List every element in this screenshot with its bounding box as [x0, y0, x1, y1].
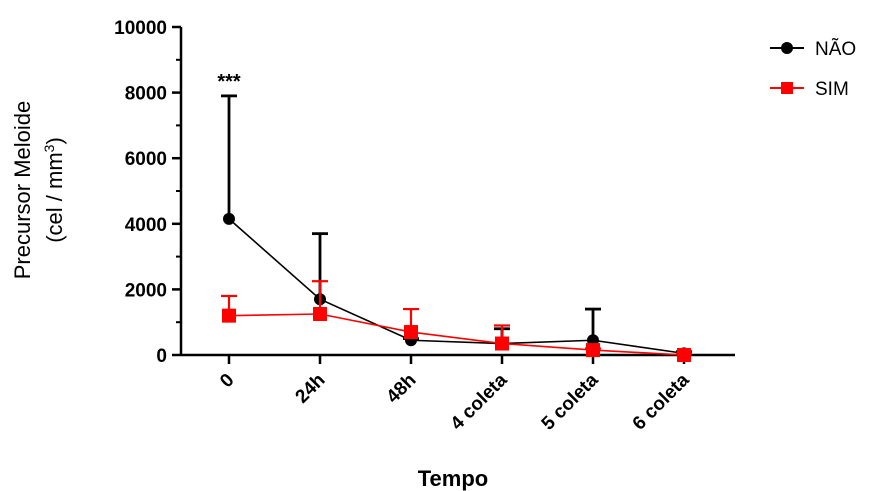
x-tick-label: 48h	[383, 370, 421, 408]
data-point	[222, 308, 236, 323]
data-point	[313, 307, 327, 321]
x-tick-label: 24h	[292, 370, 330, 408]
series-line	[228, 313, 685, 356]
data-point	[586, 343, 600, 358]
y-tick-label: 8000	[125, 84, 167, 105]
x-tick-label: 5 coleta	[538, 369, 603, 434]
legend-item-sim: SIM	[770, 79, 849, 100]
y-tick-label: 2000	[125, 280, 167, 301]
y-axis-title-close: )	[42, 137, 67, 144]
legend-marker-sim	[781, 82, 793, 94]
series-line	[228, 218, 685, 355]
legend: NÃO SIM	[770, 38, 856, 100]
series-nao	[221, 94, 692, 360]
x-tick-label: 4 coleta	[447, 369, 512, 434]
y-tick-label: 0	[156, 346, 167, 367]
series-sim	[221, 280, 692, 362]
y-axis-title-superscript: 3	[41, 144, 57, 152]
significance-annotation: ***	[217, 71, 241, 93]
y-axis-title-line1: Precursor Meloide	[10, 101, 35, 280]
legend-label-sim: SIM	[815, 79, 849, 100]
y-tick-label: 10000	[114, 18, 167, 39]
x-tick-label: 0	[216, 370, 238, 392]
y-tick-label: 4000	[125, 215, 167, 236]
legend-label-nao: NÃO	[815, 38, 856, 60]
y-ticks: 0 2000 4000 6000 8000 10000	[114, 18, 181, 367]
x-tick-label: 6 coleta	[629, 369, 694, 434]
data-point	[677, 348, 691, 362]
y-tick-label: 6000	[125, 149, 167, 170]
y-axis-title-line2: (cel / mm3)	[41, 137, 67, 243]
data-point	[223, 212, 235, 225]
x-ticks: 0 24h 48h 4 coleta 5 coleta 6 coleta	[216, 355, 694, 435]
data-point	[404, 325, 418, 340]
data-point	[495, 336, 509, 351]
plot-area	[221, 94, 692, 362]
legend-marker-nao	[781, 42, 793, 54]
x-axis-title: Tempo	[418, 466, 488, 491]
y-axis-title-unit: (cel / mm	[42, 152, 67, 242]
legend-item-nao: NÃO	[770, 38, 856, 60]
